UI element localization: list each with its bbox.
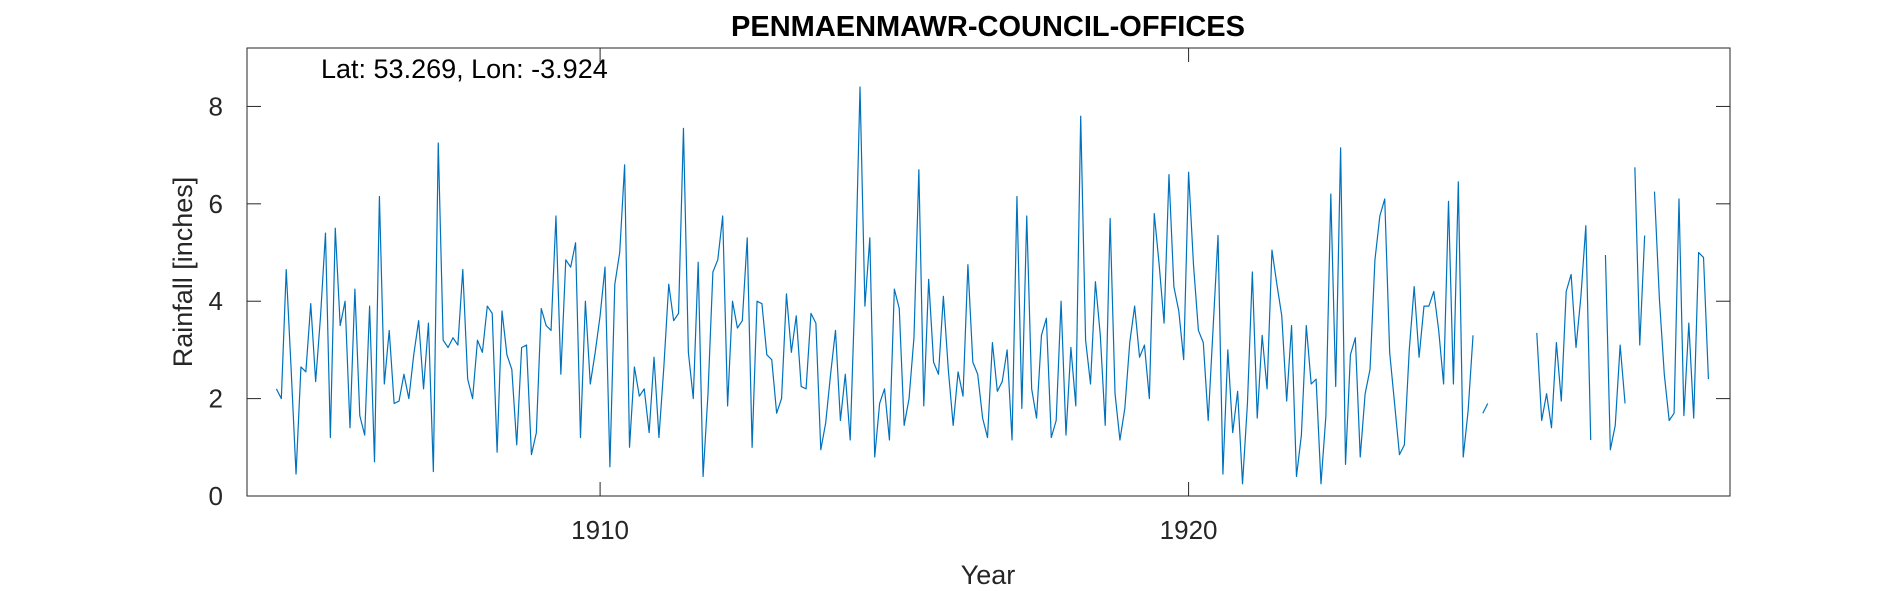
x-axis-label: Year <box>961 560 1016 590</box>
y-axis-label: Rainfall [inches] <box>168 177 198 368</box>
series-layer <box>275 86 1710 485</box>
x-tick-label: 1910 <box>571 515 629 545</box>
y-axis-ticks: 0 2 4 6 8 <box>209 91 1730 511</box>
chart-title: PENMAENMAWR-COUNCIL-OFFICES <box>731 11 1245 43</box>
x-axis-ticks: 1910 1920 <box>571 48 1218 545</box>
rainfall-series-line <box>275 86 1710 485</box>
location-annotation: Lat: 53.269, Lon: -3.924 <box>321 54 608 84</box>
y-tick-label: 8 <box>209 91 223 121</box>
x-tick-label: 1920 <box>1160 515 1218 545</box>
y-tick-label: 2 <box>209 384 223 414</box>
y-tick-label: 4 <box>209 286 223 316</box>
y-tick-label: 6 <box>209 189 223 219</box>
y-tick-label: 0 <box>209 481 223 511</box>
